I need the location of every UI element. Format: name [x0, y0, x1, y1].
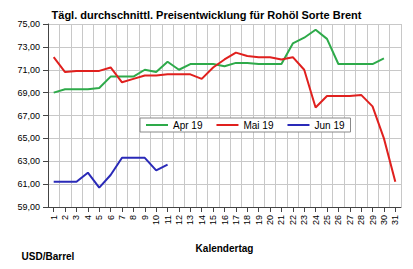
svg-text:31: 31 [390, 215, 400, 225]
svg-text:71,00: 71,00 [17, 65, 40, 75]
svg-text:20: 20 [265, 215, 275, 225]
svg-text:11: 11 [163, 215, 173, 224]
svg-text:3: 3 [71, 215, 81, 220]
svg-text:67,00: 67,00 [17, 111, 40, 121]
svg-text:21: 21 [276, 215, 286, 225]
svg-text:30: 30 [379, 215, 389, 225]
svg-text:17: 17 [231, 215, 241, 225]
svg-text:22: 22 [288, 215, 298, 225]
svg-text:59,00: 59,00 [17, 202, 40, 212]
svg-text:73,00: 73,00 [17, 42, 40, 52]
svg-text:69,00: 69,00 [17, 88, 40, 98]
svg-text:Tägl. durchschnittl. Preisentw: Tägl. durchschnittl. Preisentwicklung fü… [52, 9, 362, 21]
svg-text:75,00: 75,00 [17, 19, 40, 29]
svg-text:65,00: 65,00 [17, 133, 40, 143]
svg-text:5: 5 [94, 215, 104, 220]
svg-text:7: 7 [117, 215, 127, 220]
svg-text:15: 15 [208, 215, 218, 225]
svg-text:Jun 19: Jun 19 [314, 120, 344, 131]
svg-text:4: 4 [83, 215, 93, 220]
svg-text:26: 26 [333, 215, 343, 225]
svg-text:28: 28 [356, 215, 366, 225]
svg-text:63,00: 63,00 [17, 156, 40, 166]
svg-text:USD/Barrel: USD/Barrel [22, 251, 75, 262]
svg-text:29: 29 [368, 215, 378, 225]
svg-text:61,00: 61,00 [17, 179, 40, 189]
svg-text:25: 25 [322, 215, 332, 225]
svg-text:Kalendertag: Kalendertag [196, 243, 254, 254]
svg-text:19: 19 [254, 215, 264, 225]
svg-text:14: 14 [197, 215, 207, 225]
svg-text:8: 8 [128, 215, 138, 220]
svg-text:Mai 19: Mai 19 [243, 120, 273, 131]
svg-text:12: 12 [174, 215, 184, 225]
svg-text:10: 10 [151, 215, 161, 225]
svg-text:13: 13 [185, 215, 195, 225]
svg-text:18: 18 [242, 215, 252, 225]
svg-text:2: 2 [60, 215, 70, 220]
svg-text:Apr 19: Apr 19 [173, 120, 203, 131]
svg-text:23: 23 [299, 215, 309, 225]
svg-text:27: 27 [345, 215, 355, 225]
svg-text:24: 24 [311, 215, 321, 225]
svg-text:1: 1 [49, 215, 59, 220]
svg-text:9: 9 [140, 215, 150, 220]
svg-text:16: 16 [220, 215, 230, 225]
svg-text:6: 6 [106, 215, 116, 220]
